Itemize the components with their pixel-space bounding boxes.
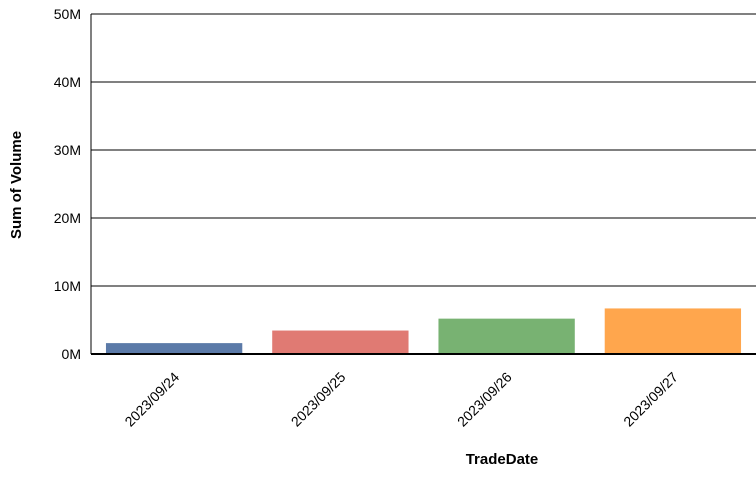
- y-tick-label: 20M: [54, 210, 81, 226]
- y-axis-title: Sum of Volume: [8, 131, 25, 239]
- bar-2023-09-27[interactable]: [604, 308, 742, 354]
- gridlines: [91, 13, 756, 287]
- x-tick-label: 2023/09/26: [454, 369, 515, 430]
- x-tick-label: 2023/09/25: [288, 369, 349, 430]
- bars: [105, 308, 742, 354]
- x-tick-labels: 2023/09/24 2023/09/25 2023/09/26 2023/09/27: [121, 369, 681, 430]
- y-tick-label: 10M: [54, 278, 81, 294]
- bar-2023-09-26[interactable]: [438, 318, 575, 354]
- y-tick-label: 0M: [62, 346, 81, 362]
- y-tick-labels: 0M 10M 20M 30M 40M 50M: [54, 6, 81, 362]
- bar-2023-09-24[interactable]: [105, 343, 243, 354]
- y-tick-label: 30M: [54, 142, 81, 158]
- y-tick-label: 50M: [54, 6, 81, 22]
- x-tick-label: 2023/09/27: [620, 369, 681, 430]
- x-tick-label: 2023/09/24: [121, 369, 182, 430]
- y-tick-label: 40M: [54, 74, 81, 90]
- x-axis-title: TradeDate: [466, 451, 539, 468]
- axes: [90, 14, 756, 355]
- bar-2023-09-25[interactable]: [272, 330, 409, 354]
